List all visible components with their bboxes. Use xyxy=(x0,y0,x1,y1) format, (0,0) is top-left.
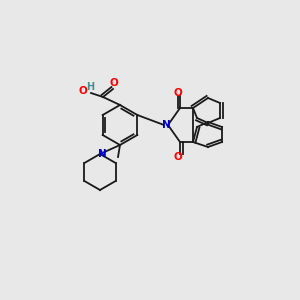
Text: O: O xyxy=(110,78,118,88)
Text: H: H xyxy=(86,82,94,92)
Text: O: O xyxy=(174,88,182,98)
Text: O: O xyxy=(79,86,87,96)
Text: O: O xyxy=(174,152,182,162)
Text: N: N xyxy=(98,149,106,159)
Text: N: N xyxy=(162,120,170,130)
